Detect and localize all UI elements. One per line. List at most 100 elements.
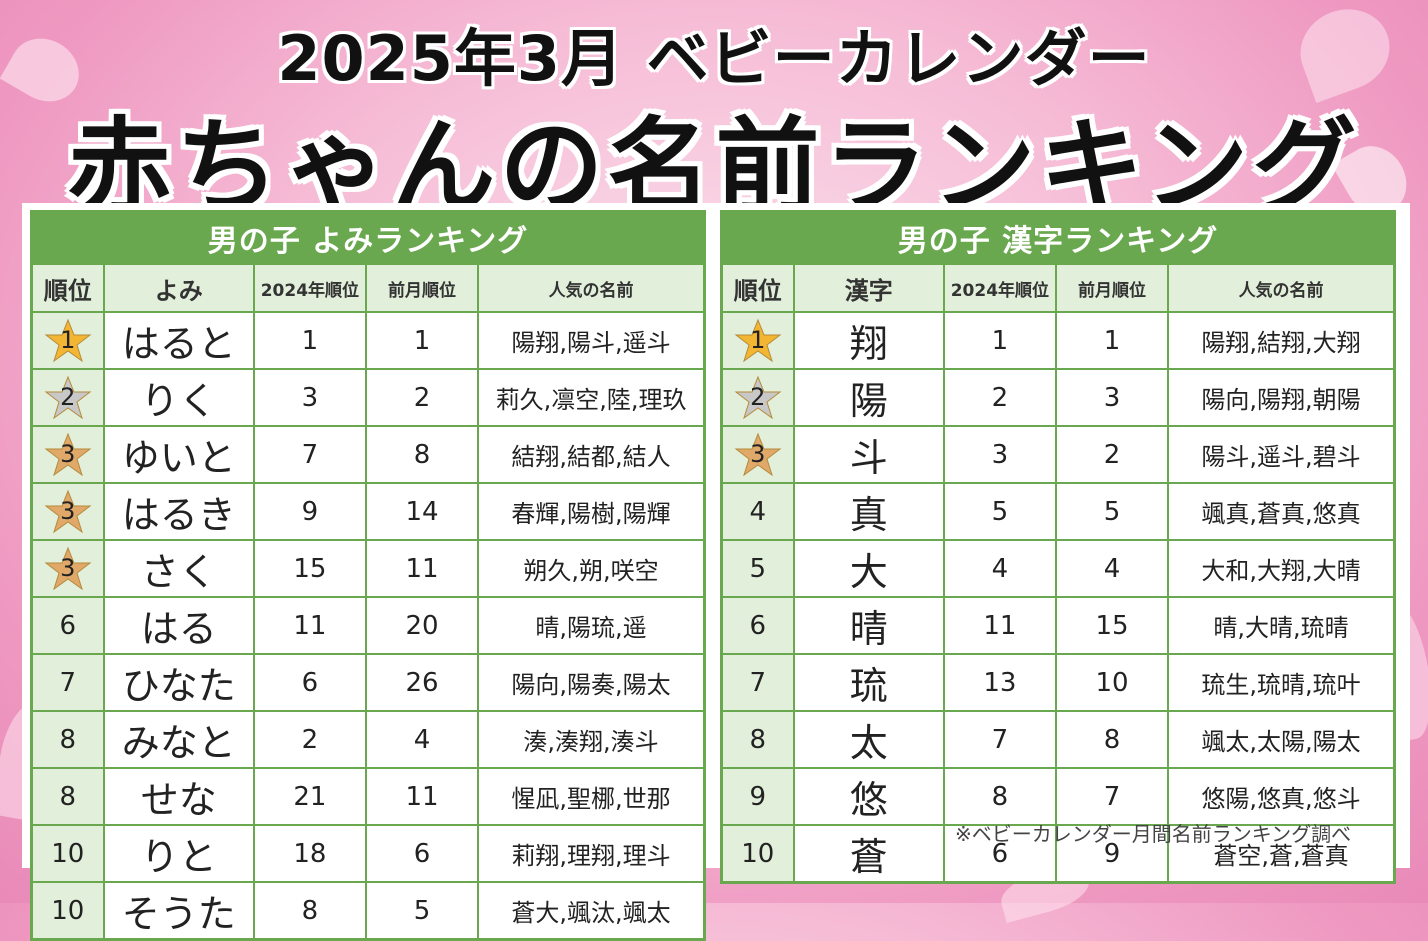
prev-month-cell: 11 <box>364 539 480 598</box>
column-header-kanji: 漢字 <box>792 263 945 313</box>
yomi-ranking-table: 男の子 よみランキング 順位 よみ 2024年順位 前月順位 人気の名前 1 はる… <box>30 210 706 941</box>
kanji-cell: 太 <box>792 710 945 769</box>
popular-names-cell: 惺凪,聖梛,世那 <box>477 767 706 826</box>
prev-month-cell: 1 <box>364 311 480 370</box>
rank-cell: 2 <box>720 368 795 427</box>
rank-cell: 3 <box>720 425 795 484</box>
rank-2024-cell: 11 <box>942 596 1057 655</box>
rank-cell: 10 <box>720 824 795 884</box>
kanji-cell: 真 <box>792 482 945 541</box>
table-row: 3 はるき 9 14 春輝,陽樹,陽輝 <box>30 482 706 541</box>
popular-names-cell: 朔久,朔,咲空 <box>477 539 706 598</box>
prev-month-cell: 10 <box>1054 653 1170 712</box>
popular-names-cell: 莉翔,理翔,理斗 <box>477 824 706 883</box>
popular-names-cell: 琉生,琉晴,琉叶 <box>1167 653 1396 712</box>
rank-cell: 6 <box>720 596 795 655</box>
popular-names-cell: 蒼空,蒼,蒼真 <box>1167 824 1396 884</box>
rank-2024-cell: 8 <box>252 881 367 941</box>
yomi-cell: りく <box>102 368 255 427</box>
kanji-cell: 晴 <box>792 596 945 655</box>
yomi-cell: みなと <box>102 710 255 769</box>
table-row: 6 晴 11 15 晴,大晴,琉晴 <box>720 596 1396 655</box>
yomi-cell: はる <box>102 596 255 655</box>
kanji-cell: 陽 <box>792 368 945 427</box>
table-row: 9 悠 8 7 悠陽,悠真,悠斗 <box>720 767 1396 826</box>
kanji-cell: 悠 <box>792 767 945 826</box>
rank-2024-cell: 13 <box>942 653 1057 712</box>
popular-names-cell: 春輝,陽樹,陽輝 <box>477 482 706 541</box>
yomi-cell: りと <box>102 824 255 883</box>
yomi-cell: ゆいと <box>102 425 255 484</box>
table-row: 7 ひなた 6 26 陽向,陽奏,陽太 <box>30 653 706 712</box>
column-header-popular-names: 人気の名前 <box>1167 263 1396 313</box>
yomi-cell: ひなた <box>102 653 255 712</box>
table-row: 8 みなと 2 4 湊,湊翔,湊斗 <box>30 710 706 769</box>
table-row: 10 そうた 8 5 蒼大,颯汰,颯太 <box>30 881 706 941</box>
popular-names-cell: 陽翔,陽斗,遥斗 <box>477 311 706 370</box>
bronze-star-icon: 3 <box>44 546 92 592</box>
prev-month-cell: 3 <box>1054 368 1170 427</box>
gold-star-icon: 1 <box>734 318 782 364</box>
table-row: 7 琉 13 10 琉生,琉晴,琉叶 <box>720 653 1396 712</box>
rank-number: 3 <box>750 439 766 468</box>
prev-month-cell: 9 <box>1054 824 1170 884</box>
table-row: 8 太 7 8 颯太,太陽,陽太 <box>720 710 1396 769</box>
popular-names-cell: 蒼大,颯汰,颯太 <box>477 881 706 941</box>
prev-month-cell: 20 <box>364 596 480 655</box>
yomi-cell: せな <box>102 767 255 826</box>
prev-month-cell: 14 <box>364 482 480 541</box>
rank-cell: 8 <box>720 710 795 769</box>
prev-month-cell: 2 <box>364 368 480 427</box>
rank-cell: 3 <box>30 482 105 541</box>
popular-names-cell: 陽向,陽奏,陽太 <box>477 653 706 712</box>
rank-2024-cell: 2 <box>942 368 1057 427</box>
rank-2024-cell: 7 <box>942 710 1057 769</box>
table-row: 2 りく 3 2 莉久,凛空,陸,理玖 <box>30 368 706 427</box>
popular-names-cell: 陽翔,結翔,大翔 <box>1167 311 1396 370</box>
rank-number: 2 <box>750 382 766 411</box>
yomi-cell: はるき <box>102 482 255 541</box>
rank-cell: 7 <box>720 653 795 712</box>
table-row: 1 はると 1 1 陽翔,陽斗,遥斗 <box>30 311 706 370</box>
prev-month-cell: 11 <box>364 767 480 826</box>
table-row: 3 さく 15 11 朔久,朔,咲空 <box>30 539 706 598</box>
rank-2024-cell: 1 <box>942 311 1057 370</box>
rank-2024-cell: 11 <box>252 596 367 655</box>
popular-names-cell: 莉久,凛空,陸,理玖 <box>477 368 706 427</box>
popular-names-cell: 晴,陽琉,遥 <box>477 596 706 655</box>
prev-month-cell: 4 <box>1054 539 1170 598</box>
popular-names-cell: 晴,大晴,琉晴 <box>1167 596 1396 655</box>
silver-star-icon: 2 <box>44 375 92 421</box>
popular-names-cell: 颯真,蒼真,悠真 <box>1167 482 1396 541</box>
column-header-popular-names: 人気の名前 <box>477 263 706 313</box>
kanji-cell: 斗 <box>792 425 945 484</box>
column-header-rank: 順位 <box>30 263 105 313</box>
yomi-table-body: 1 はると 1 1 陽翔,陽斗,遥斗 2 りく 3 2 莉久,凛空,陸,理玖 3 ゆいと 7 8 結翔,結都… <box>30 311 706 941</box>
rank-number: 2 <box>60 382 76 411</box>
rank-cell: 6 <box>30 596 105 655</box>
popular-names-cell: 大和,大翔,大晴 <box>1167 539 1396 598</box>
rank-number: 1 <box>60 325 76 354</box>
source-note: ※ベビーカレンダー月間名前ランキング調べ <box>955 822 1352 846</box>
yomi-cell: はると <box>102 311 255 370</box>
kanji-cell: 蒼 <box>792 824 945 884</box>
prev-month-cell: 2 <box>1054 425 1170 484</box>
rank-2024-cell: 8 <box>942 767 1057 826</box>
popular-names-cell: 結翔,結都,結人 <box>477 425 706 484</box>
prev-month-cell: 8 <box>1054 710 1170 769</box>
yomi-cell: そうた <box>102 881 255 941</box>
bronze-star-icon: 3 <box>734 432 782 478</box>
yomi-table-title: 男の子 よみランキング <box>30 210 706 265</box>
kanji-table-body: 1 翔 1 1 陽翔,結翔,大翔 2 陽 2 3 陽向,陽翔,朝陽 3 斗 3 2 陽斗,遥斗,碧斗 4 真 5 5… <box>720 311 1396 884</box>
prev-month-cell: 5 <box>1054 482 1170 541</box>
rank-cell: 3 <box>30 425 105 484</box>
rank-2024-cell: 9 <box>252 482 367 541</box>
rank-cell: 9 <box>720 767 795 826</box>
rank-cell: 1 <box>720 311 795 370</box>
silver-star-icon: 2 <box>734 375 782 421</box>
rank-2024-cell: 21 <box>252 767 367 826</box>
rank-2024-cell: 15 <box>252 539 367 598</box>
bronze-star-icon: 3 <box>44 432 92 478</box>
rank-cell: 3 <box>30 539 105 598</box>
